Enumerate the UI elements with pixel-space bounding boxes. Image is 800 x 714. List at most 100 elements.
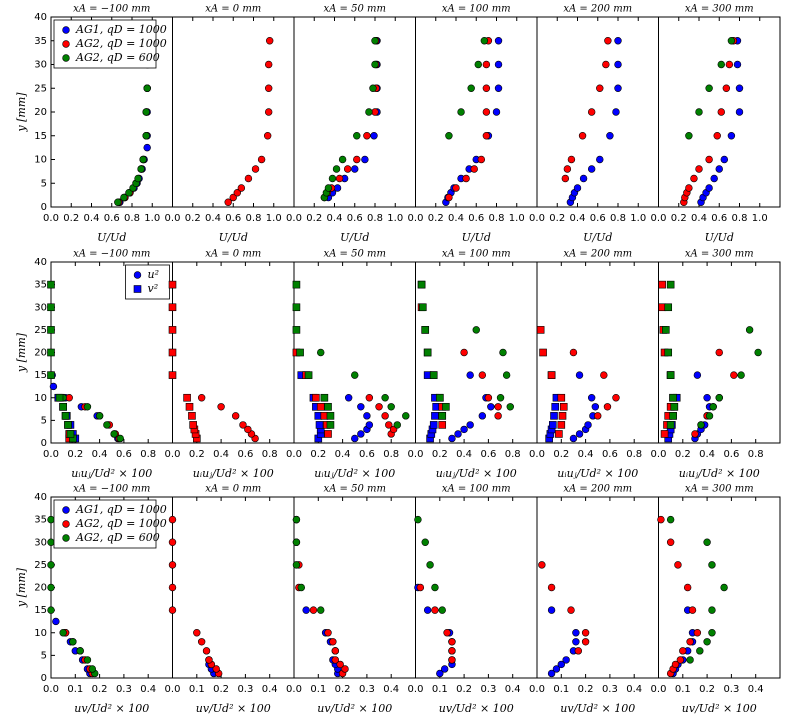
legend-label: AG1, qD = 1000 [75, 503, 167, 516]
point [212, 665, 220, 673]
point [494, 84, 503, 92]
point [720, 583, 728, 592]
point [482, 108, 491, 116]
point [448, 656, 456, 664]
point [375, 403, 383, 411]
point [685, 184, 693, 192]
point [557, 660, 565, 669]
x-axis-label: U/Ud [340, 231, 369, 244]
point [393, 421, 401, 429]
point [229, 193, 237, 202]
x-tick-label: 0.3 [237, 684, 253, 695]
point [357, 430, 365, 438]
point [431, 606, 439, 614]
point [454, 430, 462, 438]
panel-title: xA = 0 mm [205, 4, 261, 15]
point [312, 393, 320, 402]
x-tick-label: 0.1 [553, 684, 569, 695]
point [581, 638, 590, 646]
point [429, 371, 438, 379]
legend-label: u² [148, 268, 160, 281]
point [460, 425, 468, 434]
x-tick-label: 0.1 [67, 684, 83, 695]
point [482, 132, 491, 140]
point [477, 155, 486, 164]
point [695, 165, 703, 173]
axes-frame [293, 261, 416, 444]
x-tick-label: 0.4 [262, 684, 278, 695]
y-tick-label: 15 [34, 370, 47, 381]
x-tick-label: 0.0 [43, 213, 59, 224]
point [478, 412, 487, 420]
point [431, 412, 439, 420]
point [466, 371, 474, 379]
point [217, 403, 225, 411]
panel-title: xA = 100 mm [442, 249, 511, 260]
x-tick-label: 0.6 [347, 213, 363, 224]
x-tick-label: 0.2 [189, 449, 205, 460]
x-tick-label: 0.2 [699, 684, 715, 695]
point [231, 412, 240, 420]
x-tick-label: 0.6 [237, 449, 253, 460]
point [494, 37, 503, 45]
point [492, 108, 501, 116]
point [614, 37, 622, 45]
point [506, 403, 514, 411]
point [484, 394, 493, 402]
point [324, 402, 332, 411]
point [103, 421, 111, 429]
x-tick-label: 0.4 [505, 684, 521, 695]
point [567, 606, 575, 614]
point [114, 198, 122, 206]
point [551, 402, 560, 411]
x-tick-label: 0.4 [626, 684, 642, 695]
point [567, 155, 576, 164]
x-tick-label: 0.2 [92, 684, 108, 695]
x-tick-label: 0.4 [578, 449, 594, 460]
point [47, 280, 55, 289]
point [710, 174, 718, 183]
point [462, 174, 470, 183]
x-tick-label: 0.6 [480, 449, 496, 460]
point [584, 421, 592, 429]
point [326, 421, 335, 429]
x-tick-label: 0.8 [367, 213, 383, 224]
point [142, 108, 150, 116]
point [703, 538, 711, 546]
point [317, 348, 325, 357]
legend-label: AG1, qD = 1000 [75, 23, 167, 36]
point [197, 394, 206, 402]
legend-label: AG2, qD = 600 [75, 51, 160, 64]
point [317, 606, 325, 614]
point [47, 326, 55, 334]
point [361, 155, 369, 164]
point [332, 165, 341, 173]
point [264, 84, 273, 92]
x-axis-label: uᵢuⱼ/Ud² × 100 [557, 467, 638, 480]
x-tick-label: 0.0 [408, 213, 424, 224]
x-tick-label: 1.0 [752, 213, 768, 224]
x-tick-label: 0.0 [529, 213, 545, 224]
point [168, 538, 177, 546]
y-tick-label: 0 [41, 202, 47, 213]
point [482, 84, 491, 92]
point [573, 184, 582, 192]
point [363, 412, 371, 420]
point [666, 421, 675, 429]
x-tick-label: 0.0 [43, 449, 59, 460]
legend-marker [133, 285, 142, 293]
point [233, 189, 242, 197]
x-tick-label: 0.4 [456, 449, 472, 460]
point [263, 132, 272, 140]
panel-title: xA = 50 mm [324, 249, 386, 260]
axes-frame [293, 496, 416, 679]
panel-title: xA = 200 mm [563, 484, 632, 495]
point [47, 515, 55, 524]
point [370, 132, 378, 140]
x-axis-label: uᵢuⱼ/Ud² × 100 [679, 467, 760, 480]
y-tick-label: 10 [34, 155, 47, 166]
x-tick-label: 0.0 [286, 213, 302, 224]
x-tick-label: 1.0 [144, 213, 160, 224]
point [371, 37, 379, 45]
x-axis-label: uᵢuⱼ/Ud² × 100 [436, 467, 517, 480]
